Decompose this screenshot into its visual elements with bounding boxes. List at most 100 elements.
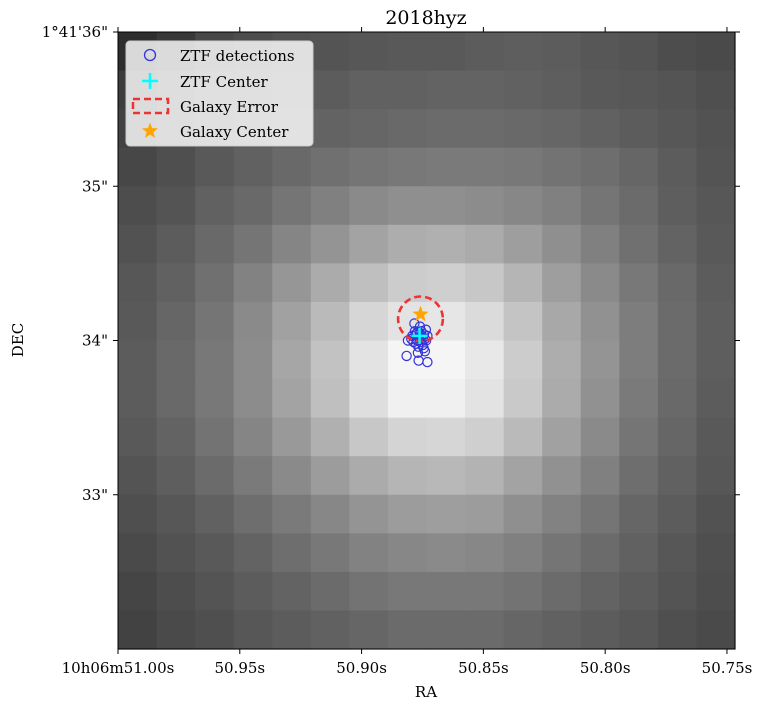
image-pixel <box>580 417 620 457</box>
image-pixel <box>195 147 235 187</box>
image-pixel <box>696 340 736 380</box>
image-pixel <box>233 610 273 650</box>
legend-label-ztf-center: ZTF Center <box>180 73 269 91</box>
image-pixel <box>619 224 659 264</box>
image-pixel <box>118 186 158 226</box>
image-pixel <box>542 533 582 573</box>
image-pixel <box>387 109 428 149</box>
image-pixel <box>465 32 505 72</box>
image-pixel <box>195 301 235 342</box>
image-pixel <box>696 109 736 149</box>
image-pixel <box>310 571 350 612</box>
image-pixel <box>426 610 466 650</box>
image-pixel <box>156 456 196 496</box>
image-pixel <box>195 494 235 534</box>
image-pixel <box>195 186 235 226</box>
image-pixel <box>156 186 196 226</box>
image-pixel <box>465 494 505 534</box>
image-pixel <box>503 456 543 496</box>
image-pixel <box>387 186 428 226</box>
image-pixel <box>156 494 196 534</box>
image-pixel <box>503 70 543 110</box>
image-pixel <box>387 494 428 534</box>
image-pixel <box>195 417 235 457</box>
image-pixel <box>542 456 582 496</box>
image-pixel <box>387 533 428 573</box>
image-pixel <box>310 379 350 419</box>
image-pixel <box>503 340 543 380</box>
image-pixel <box>696 186 736 226</box>
image-pixel <box>349 340 389 380</box>
image-pixel <box>272 263 312 303</box>
image-pixel <box>233 186 273 226</box>
image-pixel <box>619 417 659 457</box>
image-pixel <box>233 533 273 573</box>
image-pixel <box>657 571 698 612</box>
image-pixel <box>465 456 505 496</box>
image-pixel <box>156 417 196 457</box>
image-pixel <box>580 379 620 419</box>
image-pixel <box>272 379 312 419</box>
image-pixel <box>542 610 582 650</box>
image-pixel <box>657 263 698 303</box>
image-pixel <box>310 70 350 110</box>
image-pixel <box>580 610 620 650</box>
image-pixel <box>465 70 505 110</box>
image-pixel <box>619 147 659 187</box>
image-pixel <box>657 147 698 187</box>
image-pixel <box>580 494 620 534</box>
y-tick-label: 33" <box>82 486 108 504</box>
image-pixel <box>619 70 659 110</box>
image-pixel <box>310 340 350 380</box>
image-pixel <box>349 610 389 650</box>
image-pixel <box>310 456 350 496</box>
image-pixel <box>542 70 582 110</box>
x-tick-label: 50.90s <box>336 659 387 677</box>
image-pixel <box>542 379 582 419</box>
image-pixel <box>580 109 620 149</box>
image-pixel <box>272 186 312 226</box>
image-pixel <box>233 263 273 303</box>
x-axis: 10h06m51.00s 50.95s 50.90s 50.85s 50.80s 50.7… <box>62 27 753 677</box>
image-pixel <box>349 379 389 419</box>
image-pixel <box>272 456 312 496</box>
image-pixel <box>657 109 698 149</box>
sky-image <box>118 32 736 650</box>
x-tick-label: 10h06m51.00s <box>62 659 175 677</box>
image-pixel <box>387 571 428 612</box>
image-pixel <box>387 32 428 72</box>
image-pixel <box>156 340 196 380</box>
image-pixel <box>118 301 158 342</box>
image-pixel <box>156 571 196 612</box>
detection-point <box>406 333 417 345</box>
image-pixel <box>503 379 543 419</box>
image-pixel <box>156 224 196 264</box>
x-tick-label: 50.85s <box>458 659 509 677</box>
image-pixel <box>542 571 582 612</box>
image-pixel <box>542 417 582 457</box>
image-pixel <box>696 456 736 496</box>
image-pixel <box>233 494 273 534</box>
image-pixel <box>465 263 505 303</box>
image-pixel <box>349 533 389 573</box>
image-pixel <box>657 610 698 650</box>
galaxy-center-marker <box>412 305 429 322</box>
image-pixel <box>619 571 659 612</box>
y-tick-label: 1°41'36" <box>42 23 108 41</box>
image-pixel <box>118 379 158 419</box>
image-pixel <box>657 224 698 264</box>
image-pixel <box>503 494 543 534</box>
x-tick-label: 50.75s <box>702 659 753 677</box>
image-pixel <box>619 32 659 72</box>
image-pixel <box>272 301 312 342</box>
ztf-center-marker <box>411 327 428 344</box>
image-pixel <box>118 147 158 187</box>
image-pixel <box>657 32 698 72</box>
image-pixel <box>657 417 698 457</box>
image-pixel <box>542 301 582 342</box>
image-pixel <box>195 533 235 573</box>
image-pixel <box>696 379 736 419</box>
image-pixel <box>156 301 196 342</box>
image-pixel <box>542 224 582 264</box>
